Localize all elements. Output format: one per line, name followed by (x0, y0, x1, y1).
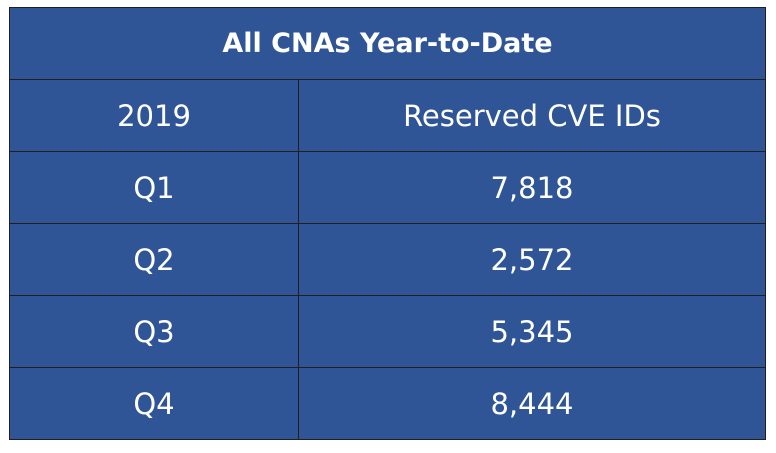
quarter-cell: Q3 (9, 295, 299, 368)
count-cell: 2,572 (298, 223, 766, 296)
table-row: Q2 2,572 (9, 223, 766, 296)
count-cell: 8,444 (298, 367, 766, 440)
title-row: All CNAs Year-to-Date (9, 7, 766, 80)
table-row: Q1 7,818 (9, 151, 766, 224)
table-row: Q3 5,345 (9, 295, 766, 368)
count-cell: 7,818 (298, 151, 766, 224)
quarter-cell: Q4 (9, 367, 299, 440)
header-cell: 2019 (9, 79, 299, 152)
table-row: Q4 8,444 (9, 367, 766, 440)
header-cell: Reserved CVE IDs (298, 79, 766, 152)
data-table: All CNAs Year-to-Date 2019 Reserved CVE … (9, 7, 766, 440)
quarter-cell: Q2 (9, 223, 299, 296)
table-body: Q1 7,818 Q2 2,572 Q3 5,345 Q4 8,444 (9, 151, 766, 440)
count-cell: 5,345 (298, 295, 766, 368)
table-title: All CNAs Year-to-Date (9, 7, 766, 80)
header-row: 2019 Reserved CVE IDs (9, 79, 766, 152)
quarter-cell: Q1 (9, 151, 299, 224)
